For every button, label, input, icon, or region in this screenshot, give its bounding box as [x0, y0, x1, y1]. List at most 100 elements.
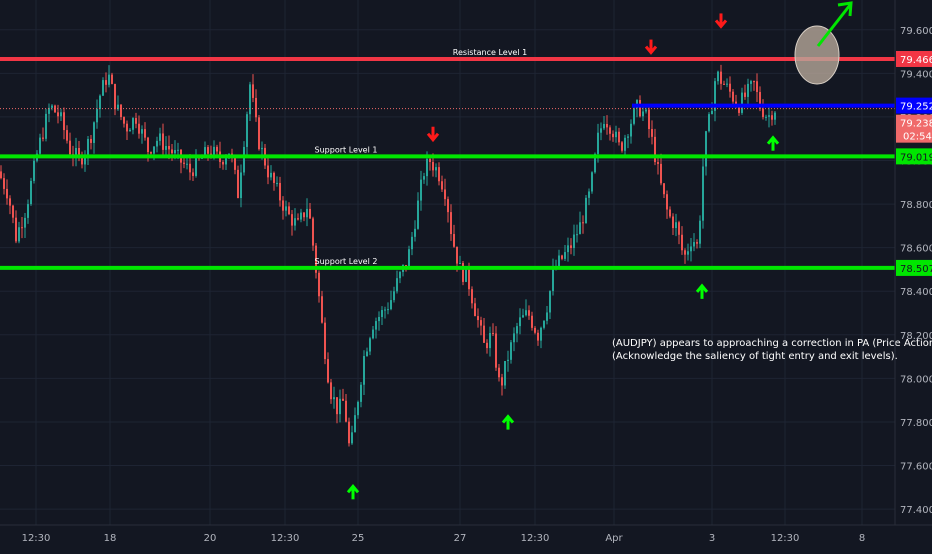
candle-body	[192, 172, 194, 176]
candle-body	[270, 172, 272, 178]
candle-body	[627, 136, 629, 138]
candle-body	[357, 401, 359, 416]
candle-body	[648, 109, 650, 130]
candle-body	[429, 158, 431, 163]
candle-body	[144, 129, 146, 138]
candle-body	[57, 112, 59, 117]
candle-body	[408, 249, 410, 267]
candle-body	[309, 208, 311, 219]
candle-body	[747, 83, 749, 97]
y-tick-label: 77.400	[900, 505, 932, 516]
candle-body	[531, 315, 533, 328]
candle-body	[0, 171, 2, 179]
candle-body	[291, 214, 293, 226]
y-tick-label: 78.400	[900, 287, 932, 298]
candle-body	[351, 432, 353, 444]
candle-body	[15, 217, 17, 242]
price-axis[interactable]: 79.60079.40079.20079.00078.80078.60078.4…	[894, 0, 932, 525]
level-label: Support Level 2	[315, 257, 378, 266]
candle-body	[717, 71, 719, 82]
candle-body	[441, 181, 443, 190]
candle-body	[27, 204, 29, 218]
candle-body	[501, 377, 503, 386]
candle-body	[594, 153, 596, 173]
level-lines[interactable]: Resistance Level 1 Support Level 1 Support…	[0, 48, 895, 270]
candle-body	[495, 333, 497, 368]
candle-body	[519, 317, 521, 327]
time-axis[interactable]: 12:30 18 20 12:30 25 27 12:30 Apr 3 12:30 8	[0, 524, 932, 544]
candle-body	[534, 327, 536, 333]
candle-body	[225, 158, 227, 165]
candle-body	[378, 316, 380, 322]
price-badge	[896, 97, 932, 114]
x-tick-label: 12:30	[22, 533, 51, 544]
candle-body	[420, 179, 422, 201]
candle-body	[696, 242, 698, 244]
candle-body	[243, 146, 245, 173]
candle-body	[156, 140, 158, 147]
candle-body	[90, 138, 92, 143]
candles	[0, 64, 776, 447]
candle-body	[498, 367, 500, 378]
candle-body	[99, 95, 101, 109]
candle-body	[474, 303, 476, 317]
candle-body	[183, 162, 185, 164]
y-tick-label: 78.800	[900, 200, 932, 211]
candle-body	[669, 209, 671, 217]
price-badge-label: 78.507	[900, 264, 932, 275]
candle-body	[189, 163, 191, 173]
candle-body	[33, 160, 35, 181]
candle-body	[591, 172, 593, 192]
price-badge	[896, 50, 932, 67]
candle-body	[702, 166, 704, 221]
candle-body	[774, 112, 776, 120]
candle-body	[606, 123, 608, 128]
candle-body	[708, 114, 710, 132]
candle-body	[486, 342, 488, 349]
signal-arrows	[346, 13, 780, 500]
candle-body	[222, 161, 224, 165]
candle-body	[273, 172, 275, 183]
candle-body	[342, 398, 344, 401]
candle-body	[6, 188, 8, 199]
candle-body	[762, 108, 764, 118]
candle-body	[60, 112, 62, 117]
x-tick-label: 27	[454, 533, 467, 544]
countdown-label: 02:54	[903, 132, 932, 143]
candle-body	[354, 415, 356, 433]
candle-body	[195, 156, 197, 176]
target-marker	[794, 1, 853, 85]
candle-body	[315, 245, 317, 273]
candle-body	[513, 333, 515, 343]
candle-body	[618, 131, 620, 143]
candle-body	[126, 123, 128, 132]
candle-body	[690, 246, 692, 252]
candle-body	[645, 109, 647, 112]
candle-body	[639, 99, 641, 117]
candle-body	[105, 80, 107, 85]
x-tick-label: 20	[204, 533, 217, 544]
candle-body	[387, 309, 389, 311]
x-tick-label: 18	[104, 533, 117, 544]
candle-body	[546, 312, 548, 321]
candle-body	[207, 147, 209, 154]
candle-body	[39, 137, 41, 154]
candle-body	[600, 128, 602, 133]
candle-body	[750, 81, 752, 84]
candle-body	[324, 322, 326, 360]
candle-body	[300, 212, 302, 220]
candle-body	[768, 115, 770, 117]
candle-body	[603, 123, 605, 129]
candle-body	[282, 200, 284, 211]
candle-body	[234, 156, 236, 170]
candle-body	[561, 255, 563, 259]
candle-body	[360, 384, 362, 402]
candle-body	[186, 163, 188, 165]
candle-body	[504, 361, 506, 386]
candle-body	[582, 222, 584, 224]
candle-body	[633, 108, 635, 124]
candle-body	[45, 113, 47, 139]
candle-body	[738, 106, 740, 113]
